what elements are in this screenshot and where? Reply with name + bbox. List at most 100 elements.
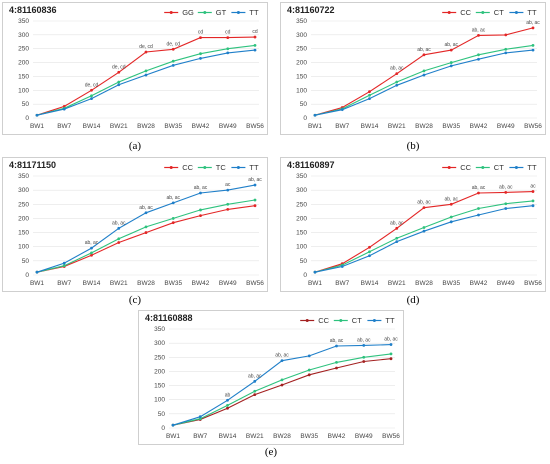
data-point	[531, 43, 535, 47]
data-point	[389, 357, 393, 361]
data-point	[449, 64, 453, 68]
data-point	[117, 70, 121, 74]
legend-marker	[372, 319, 376, 322]
y-tick-label: 150	[296, 230, 307, 237]
data-point	[171, 423, 175, 427]
data-point	[477, 34, 480, 37]
data-point	[253, 379, 257, 383]
y-tick-label: 250	[18, 201, 29, 208]
x-tick-label: BW35	[164, 123, 182, 130]
significance-label: de, cd	[85, 82, 99, 88]
series-line-CC	[36, 205, 256, 273]
data-point	[362, 344, 366, 347]
data-point	[504, 51, 508, 55]
y-tick-label: 0	[25, 115, 29, 122]
data-point	[504, 202, 508, 206]
data-point	[531, 204, 535, 208]
x-tick-label: BW1	[308, 280, 322, 287]
legend-label: CC	[318, 316, 329, 325]
data-point	[226, 47, 230, 51]
legend-label: TT	[249, 163, 259, 172]
data-point	[313, 270, 317, 274]
x-tick-label: BW14	[83, 280, 101, 287]
chart-panel-d: 4:81160897 0 50 100 150 200 250 300 350 BW1 BW7 BW1…	[280, 157, 546, 292]
y-tick-label: 100	[296, 87, 307, 94]
data-point	[117, 237, 121, 241]
significance-label: de, cd	[112, 64, 126, 70]
data-point	[199, 36, 202, 40]
x-tick-label: BW42	[470, 280, 488, 287]
significance-label: ab, ac	[499, 184, 513, 190]
data-point	[368, 93, 371, 97]
data-point	[62, 261, 66, 265]
data-point	[422, 69, 426, 73]
y-tick-label: 300	[154, 340, 165, 347]
data-point	[477, 191, 480, 195]
legend-label: TT	[527, 8, 537, 17]
legend-marker	[339, 319, 343, 322]
caption-a: (a)	[128, 140, 142, 152]
y-tick-label: 250	[154, 354, 165, 361]
y-tick-label: 150	[18, 73, 29, 80]
significance-label: ab, ac	[85, 240, 99, 246]
y-tick-label: 200	[296, 215, 307, 222]
significance-label: ab, ac	[166, 195, 180, 201]
significance-label: ac	[530, 184, 536, 190]
data-point	[144, 231, 148, 234]
y-tick-label: 350	[154, 326, 165, 333]
legend: TT CT CC	[442, 163, 537, 172]
data-point	[253, 204, 257, 208]
legend-marker	[169, 166, 173, 169]
chart-panel-a: 4:81160836 0 50 100 150 200 250 300 350 BW1 BW7 BW1…	[2, 2, 268, 135]
data-point	[198, 415, 202, 419]
data-point	[531, 190, 535, 193]
data-point	[340, 265, 344, 268]
y-tick-label: 250	[18, 46, 29, 53]
data-point	[253, 43, 257, 47]
y-tick-label: 100	[154, 397, 165, 404]
data-point	[477, 213, 480, 217]
x-tick-label: BW35	[164, 280, 182, 287]
line-chart: 4:81160897 0 50 100 150 200 250 300 350 BW1 BW7 BW1…	[287, 160, 542, 287]
x-tick-label: BW56	[524, 280, 542, 287]
data-point	[307, 373, 311, 377]
x-tick-label: BW28	[415, 280, 433, 287]
data-point	[117, 80, 121, 84]
data-point	[253, 389, 257, 393]
data-point	[144, 69, 148, 73]
y-tick-label: 200	[296, 60, 307, 67]
legend-marker	[305, 319, 309, 322]
data-point	[362, 360, 366, 363]
caption-e: (e)	[264, 446, 278, 458]
legend-marker	[514, 11, 518, 14]
data-point	[531, 199, 535, 203]
data-point	[171, 59, 175, 63]
data-point	[90, 97, 93, 100]
significance-label: ab, ac	[390, 220, 404, 226]
y-tick-label: 300	[296, 187, 307, 194]
chart-title: 4:81160888	[145, 313, 193, 323]
legend-label: CC	[460, 8, 471, 17]
significance-label: ab, ac	[526, 20, 540, 26]
data-point	[226, 398, 229, 402]
data-point	[199, 214, 202, 217]
caption-b: (b)	[406, 140, 420, 152]
data-point	[395, 72, 399, 76]
legend-marker	[203, 11, 207, 14]
line-chart: 4:81160722 0 50 100 150 200 250 300 350 BW1 BW7 BW1…	[287, 5, 542, 130]
y-tick-label: 100	[18, 87, 29, 94]
x-tick-label: BW42	[328, 433, 346, 440]
legend-marker	[236, 166, 240, 169]
legend: TT GT GG	[164, 8, 259, 17]
data-point	[144, 73, 148, 77]
legend: TT CT CC	[442, 8, 537, 17]
legend-label: CC	[182, 163, 193, 172]
data-point	[171, 201, 175, 205]
y-tick-label: 200	[18, 60, 29, 67]
y-tick-label: 250	[296, 201, 307, 208]
data-point	[62, 104, 66, 108]
significance-label: ac	[225, 182, 231, 188]
legend-marker	[169, 11, 173, 14]
x-tick-label: BW7	[57, 123, 71, 130]
x-tick-label: BW21	[246, 433, 264, 440]
